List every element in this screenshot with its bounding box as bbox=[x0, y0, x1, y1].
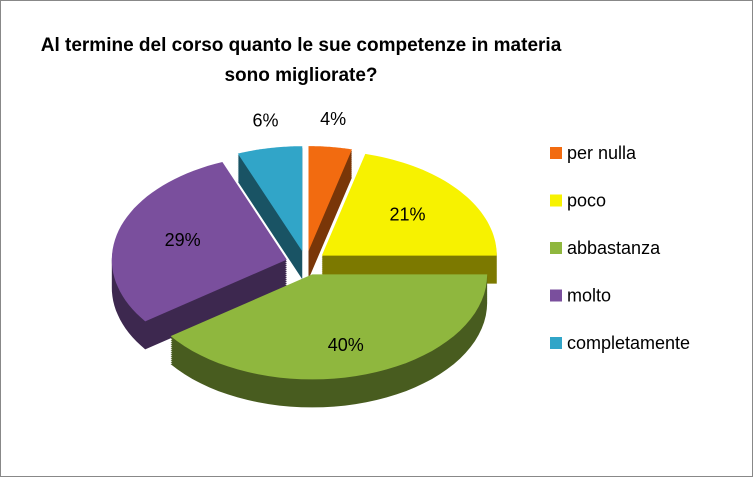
slice bbox=[170, 274, 488, 380]
data-label: 21% bbox=[390, 204, 426, 224]
data-label: 40% bbox=[328, 335, 364, 355]
legend-swatch bbox=[550, 147, 562, 159]
data-label: 4% bbox=[320, 109, 346, 129]
slice bbox=[237, 146, 303, 252]
slice bbox=[321, 153, 497, 256]
legend-label: per nulla bbox=[567, 143, 637, 163]
legend-swatch bbox=[550, 337, 562, 349]
legend-swatch bbox=[550, 289, 562, 302]
legend-swatch bbox=[550, 194, 562, 207]
legend-label: molto bbox=[567, 285, 611, 305]
legend-label: abbastanza bbox=[567, 238, 661, 258]
slice bbox=[111, 162, 287, 322]
legend-swatch bbox=[550, 242, 562, 254]
slice bbox=[308, 146, 352, 252]
legend-label: completamente bbox=[567, 333, 690, 353]
chart-title: Al termine del corso quanto le sue compe… bbox=[40, 35, 562, 86]
data-label: 6% bbox=[253, 110, 279, 130]
legend-label: poco bbox=[567, 190, 606, 210]
data-label: 29% bbox=[165, 230, 201, 250]
